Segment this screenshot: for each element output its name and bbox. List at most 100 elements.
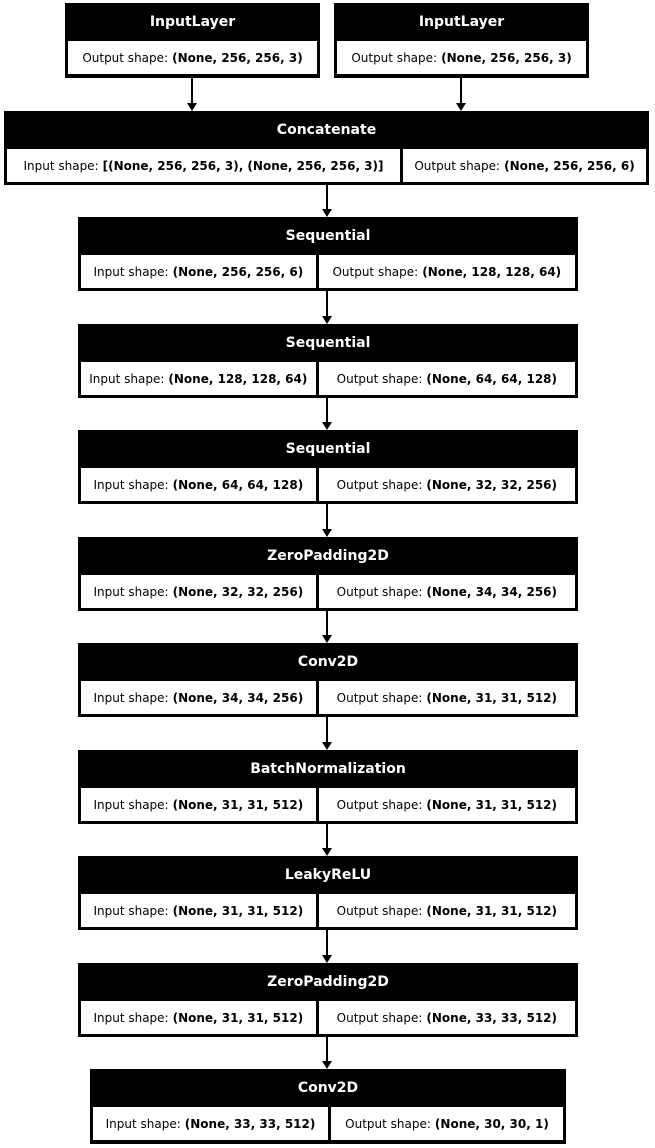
output-shape-value: (None, 31, 31, 512) (426, 797, 557, 812)
input-shape-cell: Input shape: (None, 31, 31, 512) (81, 894, 316, 927)
layer-type-label: InputLayer (418, 14, 505, 30)
input-shape-value: (None, 31, 31, 512) (172, 903, 304, 918)
output-shape-cell: Output shape: (None, 34, 34, 256) (318, 575, 575, 608)
output-shape-value: (None, 64, 64, 128) (426, 371, 557, 386)
output-shape-value: (None, 33, 33, 512) (426, 1010, 557, 1025)
output-shape-label: Output shape: (336, 1010, 423, 1025)
arrowhead-down-icon (322, 529, 332, 537)
layer-type-label: Conv2D (297, 1080, 359, 1096)
output-shape-cell: Output shape: (None, 64, 64, 128) (318, 362, 575, 395)
input-shape-value: (None, 256, 256, 6) (172, 264, 304, 279)
input-shape-cell: Input shape: (None, 128, 128, 64) (81, 362, 316, 395)
output-shape-value: (None, 31, 31, 512) (426, 903, 557, 918)
output-shape-label: Output shape: (345, 1116, 431, 1131)
input-shape-value: (None, 128, 128, 64) (168, 371, 308, 386)
layer-node-batchnormalization: BatchNormalization Input shape: (None, 31… (78, 750, 578, 824)
arrowhead-down-icon (322, 635, 332, 643)
layer-type-label: LeakyReLU (284, 867, 372, 883)
layer-node-leakyrelu: LeakyReLU Input shape: (None, 31, 31, 512… (78, 856, 578, 930)
input-shape-value: (None, 33, 33, 512) (184, 1116, 316, 1131)
layer-node-zeropadding2d-2: ZeroPadding2D Input shape: (None, 31, 31,… (78, 963, 578, 1037)
input-shape-label: Input shape: (93, 903, 169, 918)
layer-node-sequential-1: Sequential Input shape: (None, 256, 256, … (78, 217, 578, 291)
output-shape-value: (None, 256, 256, 6) (504, 158, 635, 173)
input-shape-label: Input shape: (93, 797, 169, 812)
output-shape-cell: Output shape: (None, 256, 256, 3) (68, 41, 317, 74)
input-shape-label: Input shape: (93, 1010, 169, 1025)
input-shape-cell: Input shape: (None, 64, 64, 128) (81, 468, 316, 501)
connector-arrow (322, 824, 332, 856)
input-shape-value: (None, 64, 64, 128) (172, 477, 304, 492)
input-shape-cell: Input shape: (None, 32, 32, 256) (81, 575, 316, 608)
connector-arrow (322, 185, 332, 217)
connector-arrow (322, 717, 332, 750)
layer-type-label: BatchNormalization (250, 761, 406, 777)
arrowhead-down-icon (322, 742, 332, 750)
input-shape-value: (None, 34, 34, 256) (172, 690, 304, 705)
connector-arrow (322, 398, 332, 430)
output-shape-cell: Output shape: (None, 31, 31, 512) (318, 788, 575, 821)
input-shape-label: Input shape: (93, 477, 169, 492)
output-shape-cell: Output shape: (None, 128, 128, 64) (318, 255, 575, 288)
output-shape-value: (None, 128, 128, 64) (422, 264, 562, 279)
output-shape-value: (None, 256, 256, 3) (441, 50, 572, 65)
arrowhead-down-icon (322, 316, 332, 324)
input-shape-cell: Input shape: [(None, 256, 256, 3), (None,… (7, 149, 400, 182)
input-shape-label: Input shape: (105, 1116, 181, 1131)
arrowhead-down-icon (187, 103, 197, 111)
input-shape-label: Input shape: (89, 371, 165, 386)
output-shape-cell: Output shape: (None, 31, 31, 512) (318, 894, 575, 927)
connector-arrow (322, 611, 332, 643)
layer-node-inputlayer-2: InputLayer Output shape: (None, 256, 256,… (334, 3, 589, 78)
layer-node-concatenate: Concatenate Input shape: [(None, 256, 256… (4, 111, 649, 185)
layer-node-sequential-3: Sequential Input shape: (None, 64, 64, 12… (78, 430, 578, 504)
output-shape-label: Output shape: (336, 797, 423, 812)
connector-arrow (322, 291, 332, 324)
output-shape-label: Output shape: (336, 690, 423, 705)
layer-type-label: Sequential (285, 441, 371, 457)
input-shape-cell: Input shape: (None, 256, 256, 6) (81, 255, 316, 288)
output-shape-label: Output shape: (82, 50, 169, 65)
output-shape-label: Output shape: (351, 50, 438, 65)
connector-arrow (456, 78, 466, 111)
input-shape-label: Input shape: (23, 158, 99, 173)
output-shape-label: Output shape: (336, 477, 423, 492)
output-shape-label: Output shape: (336, 371, 423, 386)
output-shape-cell: Output shape: (None, 33, 33, 512) (318, 1001, 575, 1034)
layer-type-label: Concatenate (276, 122, 377, 138)
input-shape-value: (None, 31, 31, 512) (172, 797, 304, 812)
layer-type-label: Sequential (285, 335, 371, 351)
layer-node-conv2d-1: Conv2D Input shape: (None, 34, 34, 256) O… (78, 643, 578, 717)
arrowhead-down-icon (456, 103, 466, 111)
layer-node-sequential-2: Sequential Input shape: (None, 128, 128, … (78, 324, 578, 398)
layer-type-label: Conv2D (297, 654, 359, 670)
layer-type-label: Sequential (285, 228, 371, 244)
connector-arrow (322, 930, 332, 963)
layer-type-label: InputLayer (149, 14, 236, 30)
input-shape-value: (None, 32, 32, 256) (172, 584, 304, 599)
input-shape-value: [(None, 256, 256, 3), (None, 256, 256, 3… (102, 158, 384, 173)
output-shape-value: (None, 256, 256, 3) (172, 50, 303, 65)
output-shape-cell: Output shape: (None, 256, 256, 3) (337, 41, 586, 74)
input-shape-cell: Input shape: (None, 31, 31, 512) (81, 1001, 316, 1034)
arrowhead-down-icon (322, 848, 332, 856)
connector-arrow (322, 504, 332, 537)
output-shape-label: Output shape: (336, 584, 423, 599)
output-shape-value: (None, 31, 31, 512) (426, 690, 557, 705)
output-shape-cell: Output shape: (None, 31, 31, 512) (318, 681, 575, 714)
arrowhead-down-icon (322, 955, 332, 963)
output-shape-label: Output shape: (414, 158, 501, 173)
output-shape-label: Output shape: (336, 903, 423, 918)
input-shape-label: Input shape: (93, 690, 169, 705)
connector-arrow (187, 78, 197, 111)
arrowhead-down-icon (322, 422, 332, 430)
input-shape-label: Input shape: (93, 584, 169, 599)
layer-node-inputlayer-1: InputLayer Output shape: (None, 256, 256,… (65, 3, 320, 78)
connector-arrow (322, 1037, 332, 1069)
input-shape-cell: Input shape: (None, 34, 34, 256) (81, 681, 316, 714)
input-shape-cell: Input shape: (None, 33, 33, 512) (93, 1107, 328, 1140)
output-shape-cell: Output shape: (None, 30, 30, 1) (331, 1107, 563, 1140)
output-shape-label: Output shape: (332, 264, 419, 279)
arrowhead-down-icon (322, 1061, 332, 1069)
